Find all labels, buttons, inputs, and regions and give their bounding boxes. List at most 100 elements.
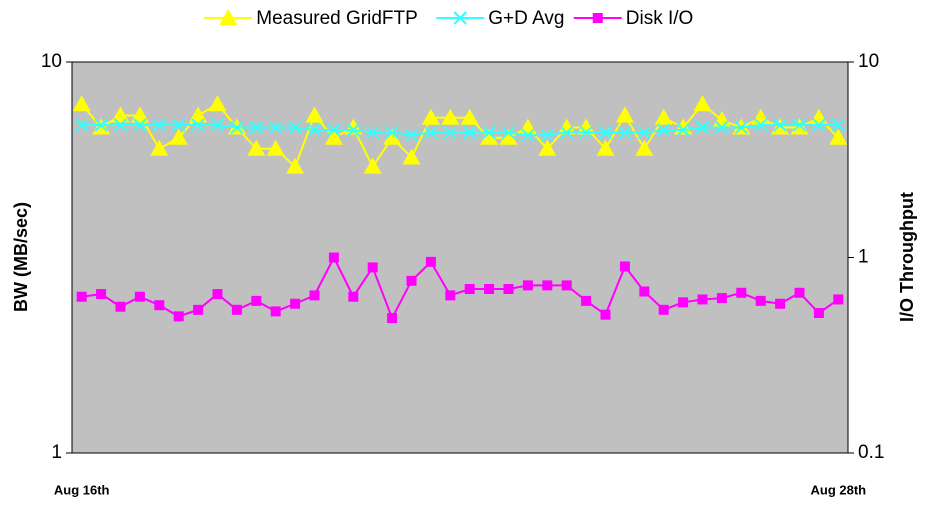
marker — [385, 125, 399, 140]
marker — [501, 125, 516, 140]
marker — [656, 123, 671, 137]
marker — [654, 108, 673, 125]
marker — [773, 118, 787, 132]
y-tick-label: 1 — [51, 442, 62, 463]
marker — [328, 252, 339, 263]
marker — [425, 256, 436, 267]
marker — [676, 123, 690, 137]
marker — [230, 120, 244, 135]
marker — [327, 123, 341, 137]
marker — [734, 120, 749, 135]
marker — [404, 128, 419, 142]
series-line — [81, 255, 839, 321]
marker — [76, 291, 87, 302]
marker — [592, 13, 603, 23]
y2-tick-label: 10 — [858, 51, 879, 72]
marker — [538, 139, 557, 156]
marker — [635, 139, 654, 156]
marker — [130, 106, 149, 123]
marker — [210, 118, 225, 132]
marker — [324, 128, 343, 145]
marker — [111, 106, 130, 123]
marker — [363, 157, 382, 174]
marker — [499, 128, 518, 145]
marker — [290, 298, 301, 309]
y-axis-title: BW (MB/sec) — [11, 202, 31, 312]
marker — [251, 295, 262, 306]
marker — [365, 125, 380, 140]
y-tick-label: 10 — [41, 51, 62, 72]
marker — [113, 118, 128, 132]
marker — [387, 313, 398, 324]
marker — [406, 275, 417, 286]
marker — [307, 123, 322, 137]
marker — [383, 128, 402, 145]
marker — [305, 106, 324, 123]
marker — [542, 280, 553, 291]
y2-axis-title: I/O Throughput — [897, 192, 917, 322]
marker — [96, 289, 107, 300]
marker — [445, 290, 456, 301]
marker — [678, 297, 689, 308]
marker — [169, 128, 188, 145]
marker — [212, 289, 223, 300]
marker — [522, 280, 533, 291]
marker — [482, 125, 496, 140]
legend-label: Measured GridFTP — [256, 8, 418, 29]
marker — [189, 106, 208, 123]
marker — [813, 308, 824, 319]
marker — [697, 294, 708, 305]
marker — [402, 148, 421, 165]
marker — [792, 118, 807, 132]
marker — [288, 120, 302, 135]
marker — [637, 125, 652, 140]
marker — [557, 118, 576, 135]
marker — [346, 123, 361, 137]
marker — [309, 290, 320, 301]
series-line — [80, 102, 840, 169]
marker — [658, 304, 669, 315]
marker — [348, 291, 359, 302]
marker — [266, 139, 285, 156]
marker — [775, 298, 786, 309]
marker — [577, 118, 596, 135]
marker — [441, 108, 460, 125]
marker — [460, 108, 479, 125]
marker — [794, 287, 805, 298]
marker — [268, 120, 283, 135]
marker — [464, 284, 475, 295]
marker — [134, 291, 145, 302]
x-tick-label: Aug 28th — [810, 482, 866, 497]
marker — [736, 287, 747, 298]
marker — [367, 262, 378, 273]
marker — [618, 125, 632, 140]
marker — [503, 284, 514, 295]
marker — [286, 157, 305, 174]
marker — [561, 280, 572, 291]
marker — [193, 304, 204, 315]
marker — [619, 261, 630, 272]
marker — [753, 118, 768, 132]
marker — [693, 95, 712, 112]
y2-tick-label: 0.1 — [858, 442, 884, 463]
marker — [559, 125, 574, 140]
marker — [133, 118, 147, 132]
marker — [833, 294, 844, 305]
marker — [695, 120, 710, 135]
marker — [615, 106, 634, 123]
marker — [94, 118, 108, 132]
marker — [829, 128, 848, 145]
marker — [270, 306, 281, 317]
marker — [74, 118, 89, 132]
marker — [154, 300, 165, 311]
marker — [462, 125, 477, 140]
y2-tick-label: 1 — [858, 247, 869, 268]
marker — [484, 284, 495, 295]
series-line — [81, 124, 839, 137]
plot-area — [71, 61, 849, 454]
marker — [598, 125, 613, 140]
marker — [581, 295, 592, 306]
marker — [249, 120, 264, 135]
legend-label: Disk I/O — [626, 8, 694, 29]
